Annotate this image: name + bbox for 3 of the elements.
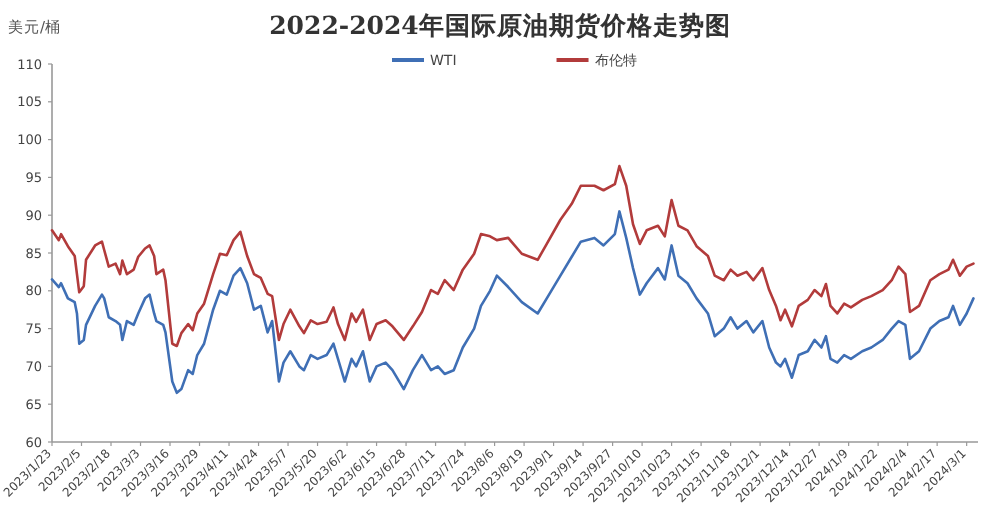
chart-title: 2022-2024年国际原油期货价格走势图 (269, 10, 731, 40)
line-series (50, 210, 975, 395)
line-series (50, 164, 975, 348)
